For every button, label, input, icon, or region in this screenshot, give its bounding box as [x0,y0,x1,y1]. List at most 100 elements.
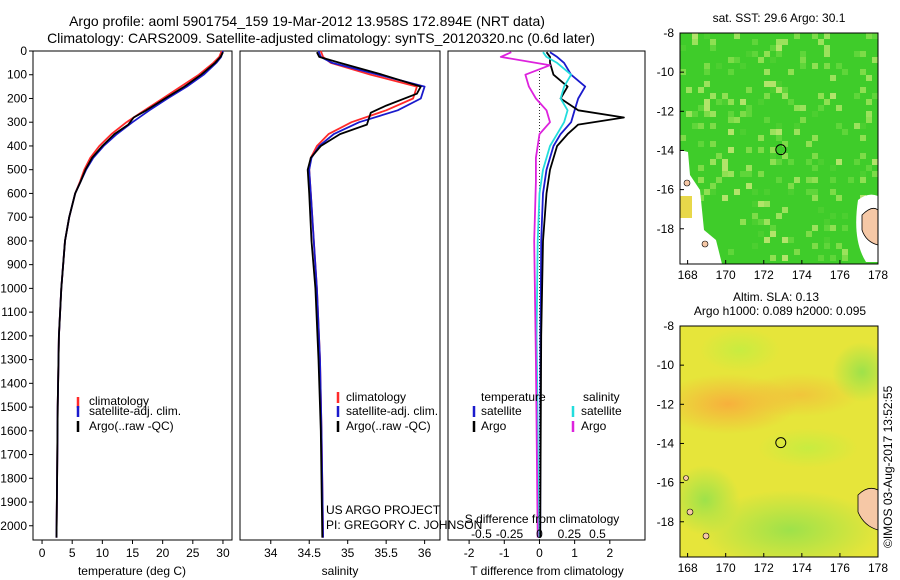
sst-map: sat. SST: 29.6 Argo: 30.1 168 170 172 174 17… [657,11,889,282]
sst-pixel [818,159,824,165]
sst-pixel [866,75,872,81]
sst-pixel [710,93,716,99]
sst-pixel [806,189,812,195]
sst-pixel [824,45,830,51]
sst-pixel [698,141,704,147]
sst-pixel [710,159,716,165]
y-tick-label: 1600 [0,424,27,438]
sst-pixel [692,39,698,45]
x-tick-label: 0 [39,546,46,560]
sst-pixel [770,129,776,135]
map-y-tick-label: -8 [663,319,674,333]
legend-label-argo: Argo(..raw -QC) [89,419,174,433]
pressure-axis: 0 100 200 300 400 500 600 700 800 900 1000 1100 1200… [0,44,33,533]
x-tick-label: 34.5 [298,546,322,560]
sst-pixel [782,39,788,45]
sst-pixel [764,51,770,57]
sst-pixel [698,105,704,111]
sst-pixel [830,255,836,261]
series-line-argo-raw-qc- [306,51,422,538]
sla-mid-patch [700,328,780,372]
sal-diff-tick-label: -0.25 [496,527,524,541]
sst-pixel [866,165,872,171]
sst-pixel [866,111,872,117]
y-tick-label: 800 [7,234,27,248]
y-tick-label: 300 [7,115,27,129]
sst-pixel [758,219,764,225]
sst-pixel [824,237,830,243]
sst-pixel [812,243,818,249]
map-x-tick-label: 172 [754,561,774,575]
series-line-temperature-argo [539,51,625,538]
sla-low-patch [832,342,878,402]
sst-pixel [782,87,788,93]
sst-pixel [704,105,710,111]
legend-label-sal-argo: Argo [581,419,607,433]
sal-diff-tick-label: 0.25 [558,527,582,541]
sst-pixel [782,255,788,261]
sst-pixel [680,45,686,51]
sst-pixel [752,201,758,207]
sst-pixel [854,51,860,57]
sst-pixel [758,99,764,105]
argo-profile-marker [775,144,787,156]
sst-pixel [842,129,848,135]
sst-pixel [758,231,764,237]
x-tick-label: 15 [126,546,140,560]
y-tick-label: 100 [7,68,27,82]
sst-pixel [812,111,818,117]
x-tick-label: 25 [186,546,200,560]
sst-pixel [782,93,788,99]
legend-label-climatology: climatology [89,394,149,408]
temperature-panel: 0100200300400500600700800900100011001200… [0,44,233,578]
sst-pixel [830,177,836,183]
salinity-plot-frame [239,50,441,541]
temperature-plot-frame [32,50,233,541]
temperature-x-label: temperature (deg C) [78,564,186,578]
y-tick-label: 500 [7,163,27,177]
sla-high-patch [740,373,860,417]
sst-pixel [782,141,788,147]
sst-pixel [710,111,716,117]
legend-label-argo: Argo(..raw -QC) [346,419,431,433]
sst-pixel [782,153,788,159]
sst-warm-edge [680,196,692,218]
sst-pixel [716,63,722,69]
sst-pixel [812,225,818,231]
sst-pixel [752,213,758,219]
legend-label-climatology: climatology [346,390,406,404]
sst-pixel [752,51,758,57]
sst-pixel [698,195,704,201]
sst-pixel [800,117,806,123]
sla-low-patch [680,465,740,535]
sst-pixel [812,165,818,171]
legend-label-sal-satellite: satellite [581,404,622,418]
map-y-tick-label: -14 [657,143,675,157]
sst-pixel [746,87,752,93]
salinity-panel: 34 34.5 35 35.5 36 climatology satellite-adj… [239,50,441,578]
project-pi: PI: GREGORY C. JOHNSON [326,518,482,532]
y-tick-label: 1700 [0,448,27,462]
sst-pixel [842,213,848,219]
sst-pixel [758,171,764,177]
sst-pixel [758,147,764,153]
x-tick-label: 35 [341,546,355,560]
sst-pixel [764,93,770,99]
sst-pixel [830,165,836,171]
sst-pixel [770,87,776,93]
sla-map-frame [679,325,879,558]
temperature-difference-label: T difference from climatology [470,564,624,578]
imos-credit: ©IMOS 03-Aug-2017 13:52:55 [881,385,895,548]
x-tick-label: -2 [464,546,475,560]
y-tick-label: 1900 [0,495,27,509]
sst-pixel [698,177,704,183]
sst-pixel [812,189,818,195]
legend-label-satellite: satellite-adj. clim. [89,404,181,418]
sst-pixel [686,87,692,93]
sst-pixel [698,189,704,195]
x-tick-label: 35.5 [374,546,398,560]
sst-pixel [698,165,704,171]
sst-pixel [692,111,698,117]
figure-title-line-2: Climatology: CARS2009. Satellite-adjuste… [47,30,595,46]
x-tick-label: 1 [571,546,578,560]
